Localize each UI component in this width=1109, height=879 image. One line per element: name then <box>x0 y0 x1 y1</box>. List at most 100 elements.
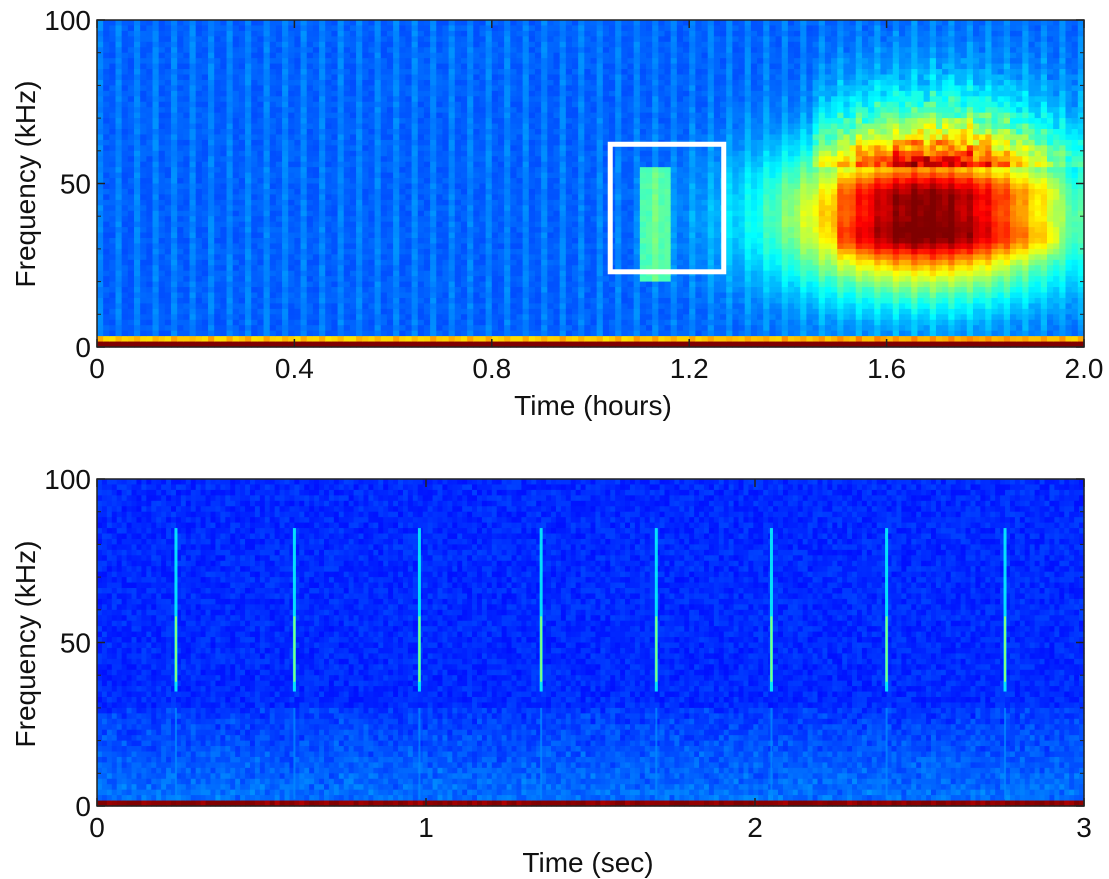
top-spectrogram-cell <box>158 276 166 283</box>
top-spectrogram-cell <box>275 145 283 152</box>
top-spectrogram-cell <box>578 287 585 294</box>
top-spectrogram-cell <box>121 199 129 206</box>
top-spectrogram-cell <box>152 139 160 146</box>
top-spectrogram-cell <box>189 276 197 283</box>
top-spectrogram-cell <box>547 129 555 136</box>
top-spectrogram-cell <box>251 36 258 43</box>
top-spectrogram-cell <box>362 178 370 185</box>
top-spectrogram-cell <box>319 52 326 59</box>
top-spectrogram-cell <box>393 161 400 168</box>
top-spectrogram-cell <box>214 20 221 27</box>
top-spectrogram-cell <box>97 118 104 125</box>
top-spectrogram-cell <box>208 123 215 130</box>
top-spectrogram-cell <box>343 90 351 97</box>
top-spectrogram-cell <box>103 96 110 103</box>
top-spectrogram-cell <box>269 112 277 119</box>
top-spectrogram-cell <box>140 150 147 157</box>
top-spectrogram-cell <box>226 25 234 32</box>
top-spectrogram-cell <box>448 134 456 141</box>
top-spectrogram-cell <box>158 47 166 54</box>
top-spectrogram-cell <box>374 330 382 337</box>
top-spectrogram-cell <box>399 336 407 343</box>
top-spectrogram-cell <box>547 30 555 37</box>
top-spectrogram-cell <box>300 314 308 321</box>
top-spectrogram-cell <box>368 69 376 76</box>
top-spectrogram-cell <box>559 167 567 174</box>
top-spectrogram-cell <box>596 325 604 332</box>
top-spectrogram-cell <box>423 156 431 163</box>
top-spectrogram-cell <box>374 145 382 152</box>
top-spectrogram-cell <box>362 79 370 86</box>
top-spectrogram-cell <box>534 20 542 27</box>
top-spectrogram-cell <box>454 123 462 130</box>
top-spectrogram-cell <box>553 167 561 174</box>
top-spectrogram-cell <box>399 265 407 272</box>
top-spectrogram-cell <box>343 265 351 272</box>
top-spectrogram-cell <box>448 319 456 326</box>
top-spectrogram-cell <box>325 172 333 179</box>
top-spectrogram-cell <box>454 118 462 125</box>
top-spectrogram-cell <box>257 297 265 304</box>
top-spectrogram-cell <box>103 30 110 37</box>
top-spectrogram-cell <box>380 112 388 119</box>
top-spectrogram-cell <box>257 303 265 310</box>
top-spectrogram-cell <box>275 156 283 163</box>
top-spectrogram-cell <box>127 79 135 86</box>
top-spectrogram-cell <box>306 178 314 185</box>
top-spectrogram-cell <box>171 172 178 179</box>
top-spectrogram-cell <box>121 96 129 103</box>
top-spectrogram-cell <box>220 281 228 288</box>
top-spectrogram-cell <box>380 243 388 250</box>
top-spectrogram-cell <box>158 308 166 315</box>
top-spectrogram-cell <box>134 58 141 65</box>
top-spectrogram-cell <box>559 330 567 337</box>
top-spectrogram-cell <box>541 183 548 190</box>
top-spectrogram-cell <box>325 292 333 299</box>
top-spectrogram-cell <box>411 63 419 70</box>
top-spectrogram-cell <box>97 265 104 272</box>
top-spectrogram-cell <box>602 134 610 141</box>
top-spectrogram-cell <box>584 63 592 70</box>
top-spectrogram-cell <box>442 314 450 321</box>
top-spectrogram-cell <box>158 297 166 304</box>
top-spectrogram-cell <box>411 156 419 163</box>
top-spectrogram-cell <box>491 63 499 70</box>
top-spectrogram-cell <box>140 276 147 283</box>
top-spectrogram-cell <box>405 270 413 277</box>
top-spectrogram-cell <box>534 205 542 212</box>
top-spectrogram-cell <box>510 276 518 283</box>
top-spectrogram-cell <box>115 292 123 299</box>
top-spectrogram-cell <box>541 172 548 179</box>
top-spectrogram-cell <box>374 161 382 168</box>
top-spectrogram-cell <box>257 41 265 48</box>
top-spectrogram-cell <box>238 216 246 223</box>
top-spectrogram-cell <box>177 194 184 201</box>
top-spectrogram-cell <box>208 161 215 168</box>
top-spectrogram-cell <box>436 336 444 343</box>
top-spectrogram-cell <box>399 238 407 245</box>
top-spectrogram-cell <box>491 319 499 326</box>
top-spectrogram-cell <box>491 96 499 103</box>
top-spectrogram-cell <box>300 129 308 136</box>
top-spectrogram-cell <box>571 79 579 86</box>
top-spectrogram-cell <box>386 150 394 157</box>
top-spectrogram-cell <box>497 232 505 239</box>
top-spectrogram-cell <box>454 112 462 119</box>
top-spectrogram-cell <box>232 101 240 108</box>
top-spectrogram-cell <box>245 194 252 201</box>
top-spectrogram-cell <box>467 134 474 141</box>
top-spectrogram-cell <box>504 25 511 32</box>
top-spectrogram-cell <box>269 118 277 125</box>
top-spectrogram-cell <box>479 47 487 54</box>
top-spectrogram-cell <box>491 150 499 157</box>
top-spectrogram-cell <box>152 161 160 168</box>
top-spectrogram-cell <box>393 292 400 299</box>
top-spectrogram-cell <box>559 259 567 266</box>
top-spectrogram-cell <box>331 238 339 245</box>
top-spectrogram-cell <box>442 63 450 70</box>
top-spectrogram-cell <box>553 123 561 130</box>
top-spectrogram-cell <box>485 194 493 201</box>
top-spectrogram-cell <box>399 183 407 190</box>
top-spectrogram-cell <box>275 58 283 65</box>
top-spectrogram-cell <box>115 276 123 283</box>
